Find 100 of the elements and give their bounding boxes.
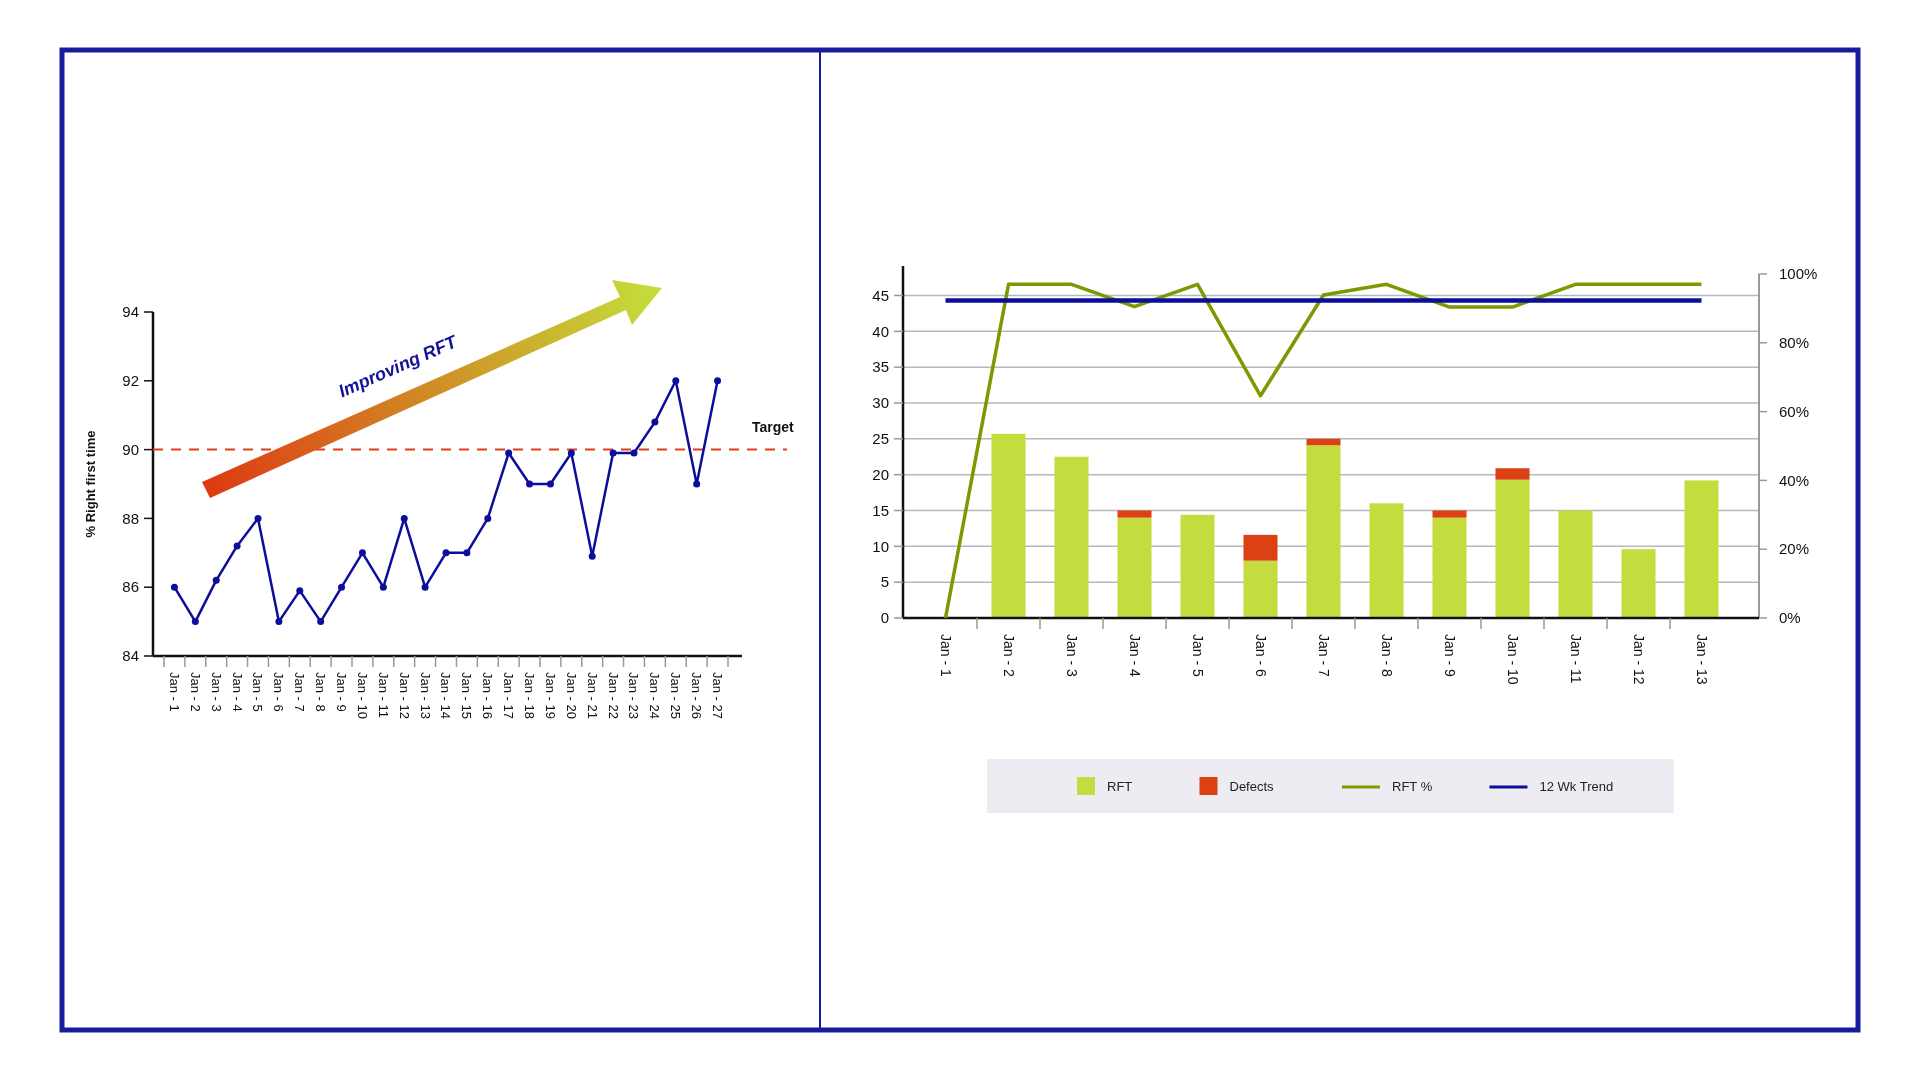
point xyxy=(254,514,262,522)
bar xyxy=(1306,445,1341,618)
x-tick-label: Jan - 26 xyxy=(689,672,705,719)
x-tick-label: Jan - 1 xyxy=(937,634,954,678)
bar xyxy=(1054,456,1089,618)
x-tick-label: Jan - 14 xyxy=(438,672,454,719)
point xyxy=(484,514,492,522)
point xyxy=(630,449,638,457)
bar xyxy=(1558,510,1593,618)
x-tick-label: Jan - 20 xyxy=(563,672,579,719)
bar xyxy=(1117,510,1152,518)
y-tick-label: 20 xyxy=(872,465,889,483)
y2-tick-label: 20% xyxy=(1779,540,1810,558)
x-tick-label: Jan - 17 xyxy=(501,672,517,719)
y2-tick-label: 80% xyxy=(1779,334,1810,352)
point xyxy=(442,549,450,557)
y2-tick-label: 40% xyxy=(1779,471,1810,489)
point xyxy=(546,480,554,488)
x-tick-label: Jan - 11 xyxy=(1567,634,1584,684)
x-tick-label: Jan - 9 xyxy=(334,672,350,712)
y-tick-label: 40 xyxy=(872,322,889,340)
legend-label: 12 Wk Trend xyxy=(1539,778,1614,794)
point xyxy=(191,618,199,626)
point xyxy=(358,549,366,557)
point xyxy=(421,583,429,591)
bar xyxy=(1432,517,1467,618)
bar xyxy=(1621,549,1656,618)
x-tick-label: Jan - 3 xyxy=(208,672,224,712)
legend-label: RFT % xyxy=(1392,778,1433,794)
bar xyxy=(991,433,1026,618)
y-tick-label: 94 xyxy=(122,303,139,321)
x-tick-label: Jan - 6 xyxy=(271,672,287,712)
x-tick-label: Jan - 18 xyxy=(522,672,538,719)
ref-line-label: Target xyxy=(752,418,795,435)
y-tick-label: 5 xyxy=(880,573,889,591)
x-tick-label: Jan - 10 xyxy=(1504,634,1521,685)
point xyxy=(651,418,659,426)
y-tick-label: 92 xyxy=(122,372,139,390)
y2-tick-label: 100% xyxy=(1779,265,1818,283)
y-tick-label: 45 xyxy=(872,286,889,304)
point xyxy=(609,449,617,457)
point xyxy=(296,587,304,595)
y-tick-label: 30 xyxy=(872,394,889,412)
point xyxy=(505,449,513,457)
x-tick-label: Jan - 5 xyxy=(1189,634,1206,678)
legend-label: Defects xyxy=(1229,778,1275,794)
point xyxy=(233,542,241,550)
x-tick-label: Jan - 13 xyxy=(1693,634,1710,685)
x-tick-label: Jan - 19 xyxy=(542,672,558,719)
point xyxy=(526,480,534,488)
x-tick-label: Jan - 2 xyxy=(187,672,203,712)
x-tick-label: Jan - 12 xyxy=(396,672,412,719)
x-tick-label: Jan - 12 xyxy=(1630,634,1647,685)
x-tick-label: Jan - 13 xyxy=(417,672,433,719)
point xyxy=(714,377,722,385)
y-tick-label: 10 xyxy=(872,537,889,555)
bar xyxy=(1243,534,1278,561)
x-tick-label: Jan - 5 xyxy=(250,672,266,712)
legend-label: RFT xyxy=(1107,778,1133,794)
point xyxy=(379,583,387,591)
y2-tick-label: 60% xyxy=(1779,402,1810,420)
y-tick-label: 88 xyxy=(122,509,139,527)
bar xyxy=(1432,510,1467,518)
x-tick-label: Jan - 22 xyxy=(605,672,621,719)
point xyxy=(693,480,701,488)
bar xyxy=(1495,479,1530,618)
y-tick-label: 0 xyxy=(880,609,889,627)
x-tick-label: Jan - 2 xyxy=(1000,634,1017,678)
y-axis-title: % Right first time xyxy=(83,430,98,538)
bar xyxy=(1684,480,1719,618)
point xyxy=(588,552,596,560)
bar xyxy=(1495,468,1530,480)
x-tick-label: Jan - 21 xyxy=(584,672,600,719)
point xyxy=(317,618,325,626)
x-tick-label: Jan - 1 xyxy=(166,672,182,712)
x-tick-label: Jan - 4 xyxy=(1126,634,1143,678)
y-tick-label: 25 xyxy=(872,430,889,448)
x-tick-label: Jan - 8 xyxy=(313,672,329,712)
point xyxy=(672,377,680,385)
x-tick-label: Jan - 4 xyxy=(229,672,245,712)
x-tick-label: Jan - 11 xyxy=(375,672,391,719)
line-series xyxy=(943,282,1704,620)
bar xyxy=(1180,514,1215,618)
point xyxy=(400,514,408,522)
x-tick-label: Jan - 6 xyxy=(1252,634,1269,678)
x-tick-label: Jan - 16 xyxy=(480,672,496,719)
bar xyxy=(1369,503,1404,618)
y-tick-label: 84 xyxy=(122,647,139,665)
bar xyxy=(1243,560,1278,618)
point xyxy=(275,618,283,626)
x-tick-label: Jan - 15 xyxy=(459,672,475,719)
y-tick-label: 90 xyxy=(122,440,139,458)
point xyxy=(567,449,575,457)
y-tick-label: 15 xyxy=(872,501,889,519)
x-tick-label: Jan - 7 xyxy=(1315,634,1332,678)
x-tick-label: Jan - 7 xyxy=(292,672,308,712)
y-tick-label: 35 xyxy=(872,358,889,376)
y2-tick-label: 0% xyxy=(1779,609,1801,627)
bar xyxy=(1306,438,1341,446)
x-tick-label: Jan - 3 xyxy=(1063,634,1080,678)
